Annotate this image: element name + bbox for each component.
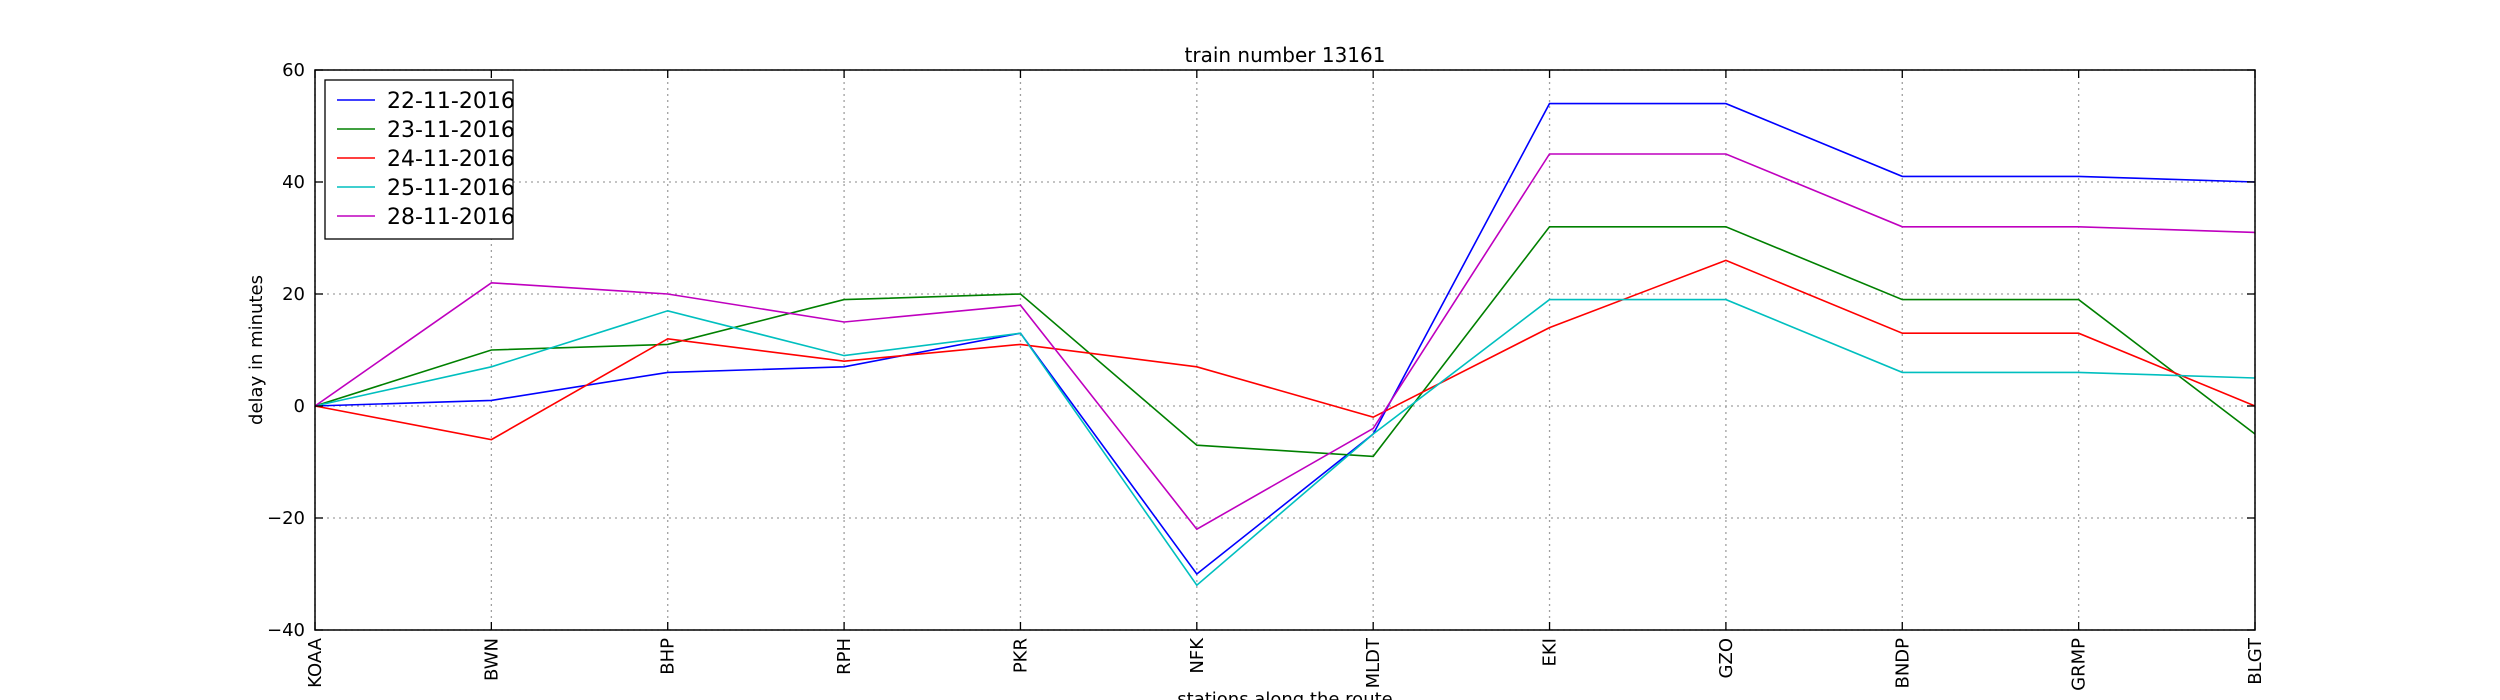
x-tick-label: RPH (834, 638, 855, 675)
x-tick-label: GRMP (2069, 638, 2090, 691)
x-tick-label: KOAA (305, 637, 326, 687)
x-tick-label: BLGT (2245, 637, 2266, 685)
x-tick-label: MLDT (1363, 637, 1384, 688)
series-lines (314, 102, 2256, 587)
x-tick-label: PKR (1010, 638, 1031, 673)
x-tick-label: BNDP (1892, 638, 1913, 689)
legend-box (324, 79, 514, 240)
x-tick-label: NFK (1187, 637, 1208, 674)
y-tick-label: −20 (267, 508, 305, 529)
x-axis-label: stations along the route (1177, 689, 1392, 700)
y-tick-label: −40 (267, 620, 305, 641)
legend: 22-11-2016 23-11-2016 24-11-2016 25-11-2016… (324, 79, 515, 240)
series-line-24-11-2016 (314, 259, 2256, 441)
series-line-22-11-2016 (314, 102, 2256, 576)
legend-label: 28-11-2016 (387, 205, 515, 230)
y-axis-label: delay in minutes (246, 275, 267, 425)
legend-label: 25-11-2016 (387, 176, 515, 201)
plot-frame (314, 69, 2256, 631)
y-tick-label: 40 (282, 172, 305, 193)
series-line-25-11-2016 (314, 298, 2256, 587)
legend-label: 23-11-2016 (387, 118, 515, 143)
series-line-28-11-2016 (314, 153, 2256, 531)
x-tick-label: GZO (1716, 638, 1737, 678)
legend-label: 24-11-2016 (387, 147, 515, 172)
axis-ticks: KOAA BWN BHP RPH PKR NFK MLDT EKI GZO BNDP GRMP BLG… (267, 60, 2266, 691)
y-tick-label: 60 (282, 60, 305, 81)
x-tick-label: EKI (1540, 638, 1561, 667)
chart-title: train number 13161 (1185, 43, 1386, 67)
x-tick-label: BWN (481, 638, 502, 681)
y-tick-label: 0 (294, 396, 305, 417)
legend-label: 22-11-2016 (387, 89, 515, 114)
y-tick-label: 20 (282, 284, 305, 305)
series-line-23-11-2016 (314, 226, 2256, 458)
x-tick-label: BHP (658, 638, 679, 675)
